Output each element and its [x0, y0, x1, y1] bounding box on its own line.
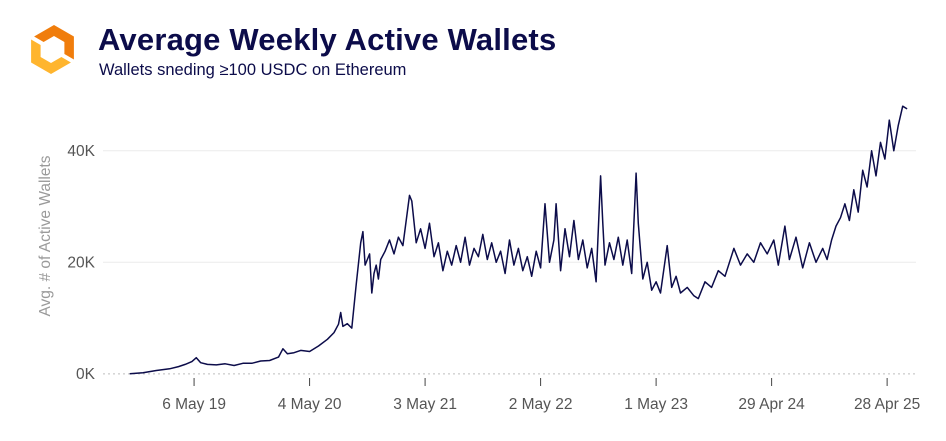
x-axis-ticks: 6 May 19 4 May 20 3 May 21 2 May 22 1 May 23… [162, 378, 920, 413]
x-tick-label: 6 May 19 [162, 396, 226, 413]
logo-left-segment [31, 39, 71, 74]
logo-icon [31, 25, 74, 74]
x-tick-label: 29 Apr 24 [738, 396, 805, 413]
chart-title: Average Weekly Active Wallets [98, 22, 557, 57]
logo-right-segment [34, 25, 74, 60]
x-tick-label: 28 Apr 25 [854, 396, 920, 413]
x-tick-label: 3 May 21 [393, 396, 457, 413]
y-tick-label: 40K [67, 143, 95, 160]
x-tick-label: 2 May 22 [509, 396, 573, 413]
x-tick-label: 4 May 20 [278, 396, 342, 413]
y-tick-label: 20K [67, 254, 95, 271]
y-axis-ticks: 0K 20K 40K [67, 143, 95, 383]
x-tick-label: 1 May 23 [624, 396, 688, 413]
chart-subtitle: Wallets sneding ≥100 USDC on Ethereum [99, 61, 407, 79]
y-tick-label: 0K [76, 366, 96, 383]
series-line [129, 105, 908, 375]
gridlines [103, 150, 916, 375]
y-axis-label: Avg. # of Active Wallets [37, 155, 54, 316]
